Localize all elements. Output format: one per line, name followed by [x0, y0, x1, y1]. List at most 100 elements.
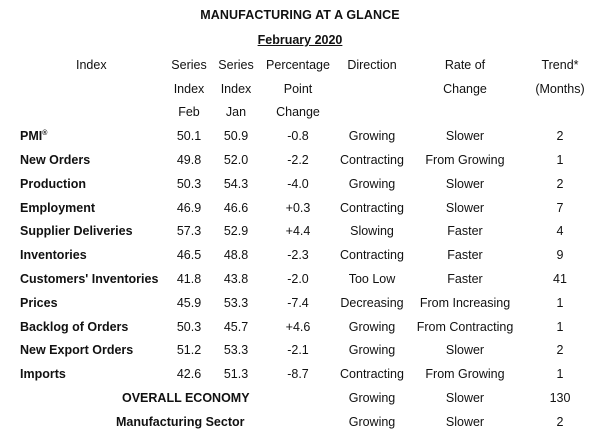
summary-row: OVERALL ECONOMY Growing Slower 130	[18, 386, 600, 410]
table-row: Production 50.3 54.3 -4.0 Growing Slower 2	[18, 172, 600, 196]
feb-value: 50.3	[176, 176, 202, 191]
summary-trend: 2	[556, 414, 564, 429]
trend-months: 9	[556, 248, 564, 263]
header-cell	[334, 77, 410, 101]
direction: Contracting	[340, 248, 404, 263]
header-trend: Trend*	[541, 57, 579, 72]
index-label: PMI	[20, 129, 43, 144]
index-name: Inventories	[18, 243, 168, 267]
trend-months: 2	[556, 343, 564, 358]
trend-months: 1	[556, 295, 564, 310]
index-label: New Orders	[20, 153, 91, 168]
feb-value: 45.9	[176, 295, 202, 310]
index-label: Prices	[20, 295, 58, 310]
index-label: Employment	[20, 200, 96, 215]
trend-months: 4	[556, 224, 564, 239]
index-label: Production	[20, 176, 86, 191]
point-change: -7.4	[287, 295, 309, 310]
report-title: MANUFACTURING AT A GLANCE	[200, 8, 400, 22]
summary-trend: 130	[549, 391, 571, 406]
header-row-2: Index Index Point Change (Months)	[18, 77, 600, 101]
table-row: Backlog of Orders 50.3 45.7 +4.6 Growing From…	[18, 315, 600, 339]
rate-of-change: Faster	[447, 248, 483, 263]
point-change: -2.2	[287, 153, 309, 168]
direction: Decreasing	[340, 295, 404, 310]
header-index: Index	[76, 57, 107, 72]
feb-value: 50.3	[176, 319, 202, 334]
feb-value: 46.5	[176, 248, 202, 263]
header-series-jan: Series	[218, 57, 254, 72]
point-change: -0.8	[287, 129, 309, 144]
index-name: Supplier Deliveries	[18, 220, 168, 244]
summary-rate: Slower	[445, 414, 485, 429]
trend-months: 41	[553, 272, 567, 287]
header-cell	[18, 101, 168, 125]
direction: Growing	[348, 176, 396, 191]
index-name: Employment	[18, 196, 168, 220]
index-name: PMI®	[18, 124, 168, 148]
direction: Too Low	[348, 272, 396, 287]
point-change: -2.0	[287, 272, 309, 287]
index-name: Prices	[18, 291, 168, 315]
jan-value: 51.3	[223, 367, 249, 382]
point-change: -8.7	[287, 367, 309, 382]
index-label: New Export Orders	[20, 343, 134, 358]
rate-of-change: From Growing	[425, 367, 505, 382]
table-row: New Orders 49.8 52.0 -2.2 Contracting From Gr…	[18, 148, 600, 172]
report-subtitle: February 2020	[257, 33, 343, 47]
summary-label: OVERALL ECONOMY	[122, 391, 250, 406]
feb-value: 46.9	[176, 200, 202, 215]
summary-row: Manufacturing Sector Growing Slower 2	[18, 410, 600, 434]
rate-of-change: Slower	[445, 343, 485, 358]
header-rate: Rate of	[444, 57, 486, 72]
trend-months: 1	[556, 319, 564, 334]
jan-value: 45.7	[223, 319, 249, 334]
header-change-word: Change	[276, 105, 320, 120]
manufacturing-table: Index Series Series Percentage Direction…	[18, 53, 600, 434]
feb-value: 57.3	[176, 224, 202, 239]
jan-value: 50.9	[223, 129, 249, 144]
header-cell	[410, 101, 520, 125]
header-jan: Jan	[225, 105, 247, 120]
direction: Slowing	[350, 224, 394, 239]
summary-label: Manufacturing Sector	[116, 414, 245, 429]
direction: Contracting	[340, 200, 404, 215]
direction: Growing	[348, 319, 396, 334]
header-change: Change	[443, 81, 487, 96]
header-direction: Direction	[347, 57, 397, 72]
feb-value: 51.2	[176, 343, 202, 358]
index-name: New Export Orders	[18, 339, 168, 363]
rate-of-change: From Growing	[425, 153, 505, 168]
index-label: Supplier Deliveries	[20, 224, 133, 239]
trend-months: 1	[556, 153, 564, 168]
rate-of-change: Faster	[447, 272, 483, 287]
table-row: PMI® 50.1 50.9 -0.8 Growing Slower 2	[18, 124, 600, 148]
point-change: +4.6	[285, 319, 311, 334]
direction: Growing	[348, 129, 396, 144]
feb-value: 41.8	[176, 272, 202, 287]
header-cell	[520, 101, 600, 125]
header-point: Point	[283, 81, 313, 96]
index-name: Imports	[18, 362, 168, 386]
direction: Contracting	[340, 367, 404, 382]
rate-of-change: Slower	[445, 129, 485, 144]
header-percentage: Percentage	[266, 57, 330, 72]
index-name: Customers' Inventories	[18, 267, 168, 291]
index-name: Backlog of Orders	[18, 315, 168, 339]
rate-of-change: Slower	[445, 176, 485, 191]
index-label: Backlog of Orders	[20, 319, 129, 334]
jan-value: 53.3	[223, 343, 249, 358]
index-label: Inventories	[20, 248, 87, 263]
point-change: +0.3	[285, 200, 311, 215]
feb-value: 50.1	[176, 129, 202, 144]
summary-direction: Growing	[348, 391, 396, 406]
jan-value: 46.6	[223, 200, 249, 215]
direction: Contracting	[340, 153, 404, 168]
index-name: New Orders	[18, 148, 168, 172]
table-row: Supplier Deliveries 57.3 52.9 +4.4 Slowing Fa…	[18, 220, 600, 244]
header-row-1: Index Series Series Percentage Direction…	[18, 53, 600, 77]
table-row: New Export Orders 51.2 53.3 -2.1 Growing Slow…	[18, 339, 600, 363]
trend-months: 2	[556, 176, 564, 191]
rate-of-change: Faster	[447, 224, 483, 239]
point-change: +4.4	[285, 224, 311, 239]
